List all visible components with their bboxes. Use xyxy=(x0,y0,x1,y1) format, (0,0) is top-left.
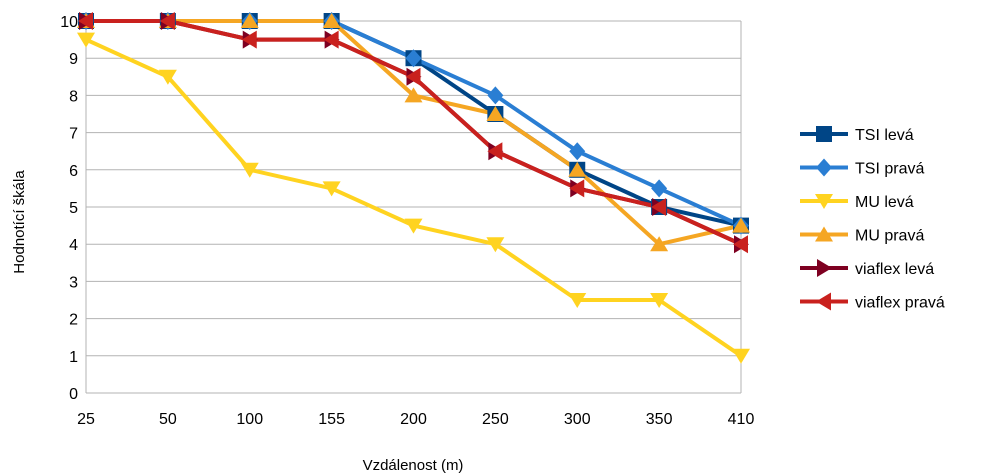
legend-label: viaflex pravá xyxy=(855,295,945,312)
series-3-point xyxy=(650,236,669,252)
legend-swatch-marker xyxy=(816,292,831,311)
series-3-point xyxy=(240,13,259,28)
y-tick-label: 9 xyxy=(69,51,78,68)
series-3-point xyxy=(486,106,505,121)
legend-label: TSI pravá xyxy=(855,161,924,178)
legend-swatch-marker xyxy=(817,259,832,277)
x-tick-label: 100 xyxy=(236,411,263,428)
x-tick-label: 350 xyxy=(646,411,673,428)
legend-label: viaflex levá xyxy=(855,261,934,278)
x-tick-label: 200 xyxy=(400,411,427,428)
series-markers xyxy=(77,12,750,364)
series-5-point xyxy=(78,12,93,30)
y-tick-label: 5 xyxy=(69,200,78,217)
legend-swatch-marker xyxy=(816,126,832,142)
series-5-point xyxy=(733,235,748,254)
series-5-point xyxy=(405,67,421,86)
series-5-point xyxy=(487,142,503,161)
legend-swatch-marker xyxy=(815,194,833,209)
y-tick-label: 4 xyxy=(69,237,78,254)
legend-label: MU levá xyxy=(855,194,914,211)
legend-swatch-marker xyxy=(815,226,833,242)
series-2-point xyxy=(486,237,505,253)
series-2-point xyxy=(77,32,95,48)
y-tick-label: 8 xyxy=(69,88,78,105)
series-3-point xyxy=(568,161,587,177)
y-tick-label: 0 xyxy=(69,386,78,403)
series-1-point xyxy=(487,86,504,105)
y-tick-label: 1 xyxy=(69,349,78,366)
series-2-point xyxy=(732,348,750,364)
series-5-point xyxy=(241,30,257,49)
series-5-point xyxy=(323,30,339,49)
y-tick-label: 2 xyxy=(69,312,78,329)
series-3-point xyxy=(322,13,341,28)
y-tick-label: 3 xyxy=(69,274,78,291)
series-2-point xyxy=(568,293,587,308)
y-tick-label: 6 xyxy=(69,163,78,180)
series-3-point xyxy=(404,87,423,103)
x-axis-label: Vzdálenost (m) xyxy=(363,457,464,474)
y-tick-label: 10 xyxy=(60,14,78,31)
x-tick-label: 25 xyxy=(77,411,95,428)
y-axis-ticks: 0 1 2 3 4 5 6 7 8 9 10 xyxy=(60,14,78,403)
series-1-point xyxy=(569,142,586,161)
series-2-point xyxy=(322,181,341,197)
series-5-point xyxy=(569,179,585,198)
series-1-point xyxy=(651,179,668,198)
series-lines xyxy=(85,19,743,358)
series-5-point xyxy=(651,198,667,216)
series-2-point xyxy=(650,293,669,308)
x-tick-label: 50 xyxy=(159,411,177,428)
series-2-point xyxy=(158,69,177,85)
series-1-point xyxy=(405,49,422,68)
series-2-point xyxy=(240,162,259,178)
legend-label: MU pravá xyxy=(855,228,924,245)
legend-label: TSI levá xyxy=(855,127,914,144)
legend: TSI levá TSI pravá MU levá MU pravá viaflex … xyxy=(800,126,945,312)
series-2-point xyxy=(404,218,423,234)
series-3-point xyxy=(732,217,750,233)
y-axis-label: Hodnotící škála xyxy=(11,170,28,274)
x-tick-label: 250 xyxy=(482,411,509,428)
series-5-point xyxy=(159,12,175,30)
x-tick-label: 410 xyxy=(728,411,755,428)
x-axis-ticks: 25 50 100 155 200 250 300 350 410 xyxy=(77,411,754,428)
y-tick-label: 7 xyxy=(69,126,78,143)
legend-swatch-marker xyxy=(816,158,832,177)
x-tick-label: 155 xyxy=(318,411,345,428)
x-tick-label: 300 xyxy=(564,411,591,428)
